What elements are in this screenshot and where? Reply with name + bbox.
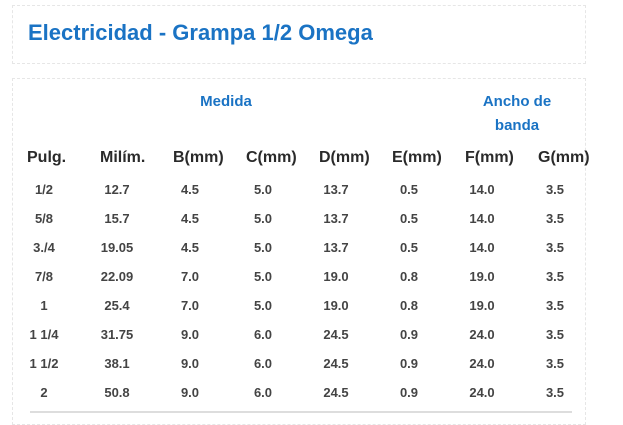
table-cell: 24.0 — [469, 385, 495, 400]
table-cell: 5.0 — [253, 182, 273, 197]
table-cell: 9.0 — [180, 327, 200, 342]
column-header: E(mm) — [392, 149, 442, 166]
table-cell: 9.0 — [180, 385, 200, 400]
table-cell: 19.0 — [323, 298, 349, 313]
table-cell: 0.9 — [399, 356, 419, 371]
table-cell: 1 1/2 — [29, 356, 59, 371]
table-cell: 5.0 — [253, 298, 273, 313]
title-panel: Electricidad - Grampa 1/2 Omega — [12, 5, 586, 64]
table-cell: 0.8 — [399, 298, 419, 313]
table-cell: 6.0 — [253, 385, 273, 400]
table-cell: 12.7 — [104, 182, 130, 197]
group-header-medida: Medida — [200, 93, 252, 110]
table-cell: 4.5 — [180, 240, 200, 255]
table-cell: 7.0 — [180, 269, 200, 284]
column-header: B(mm) — [173, 149, 224, 166]
table-cell: 22.09 — [100, 269, 134, 284]
table-cell: 3.5 — [545, 298, 565, 313]
table-bottom-rule — [30, 411, 572, 413]
table-cell: 3.5 — [545, 211, 565, 226]
table-cell: 24.5 — [323, 356, 349, 371]
table-cell: 24.0 — [469, 356, 495, 371]
table-cell: 13.7 — [323, 182, 349, 197]
table-cell: 5.0 — [253, 211, 273, 226]
table-cell: 3.5 — [545, 269, 565, 284]
column-header: F(mm) — [465, 149, 514, 166]
table-cell: 6.0 — [253, 327, 273, 342]
page-title: Electricidad - Grampa 1/2 Omega — [28, 20, 373, 45]
table-cell: 0.5 — [399, 182, 419, 197]
table-cell: 3.5 — [545, 182, 565, 197]
table-cell: 0.5 — [399, 240, 419, 255]
column-header: G(mm) — [538, 149, 590, 166]
table-cell: 15.7 — [104, 211, 130, 226]
table-cell: 13.7 — [323, 240, 349, 255]
table-cell: 14.0 — [469, 240, 495, 255]
table-cell: 24.5 — [323, 327, 349, 342]
table-cell: 0.9 — [399, 385, 419, 400]
table-cell: 0.8 — [399, 269, 419, 284]
table-cell: 0.5 — [399, 211, 419, 226]
table-cell: 4.5 — [180, 211, 200, 226]
table-cell: 19.0 — [469, 269, 495, 284]
table-cell: 5/8 — [34, 211, 54, 226]
table-cell: 19.0 — [469, 298, 495, 313]
column-header: C(mm) — [246, 149, 297, 166]
table-cell: 3.5 — [545, 240, 565, 255]
table-cell: 1 1/4 — [29, 327, 59, 342]
table-cell: 7.0 — [180, 298, 200, 313]
table-cell: 6.0 — [253, 356, 273, 371]
table-cell: 7/8 — [34, 269, 54, 284]
table-cell: 5.0 — [253, 240, 273, 255]
table-cell: 25.4 — [104, 298, 130, 313]
table-cell: 1/2 — [34, 182, 54, 197]
column-header: D(mm) — [319, 149, 370, 166]
column-header: Pulg. — [27, 149, 67, 166]
table-cell: 24.5 — [323, 385, 349, 400]
table-cell: 19.05 — [100, 240, 134, 255]
table-cell: 14.0 — [469, 211, 495, 226]
table-cell: 2 — [40, 385, 48, 400]
table-cell: 5.0 — [253, 269, 273, 284]
table-cell: 24.0 — [469, 327, 495, 342]
column-header: Milím. — [100, 149, 146, 166]
group-header-ancho-de-banda: Ancho de banda — [482, 93, 552, 134]
table-cell: 3./4 — [33, 240, 55, 255]
table-cell: 13.7 — [323, 211, 349, 226]
table-cell: 3.5 — [545, 327, 565, 342]
table-cell: 0.9 — [399, 327, 419, 342]
table-cell: 3.5 — [545, 356, 565, 371]
table-cell: 14.0 — [469, 182, 495, 197]
table-cell: 19.0 — [323, 269, 349, 284]
table-cell: 1 — [40, 298, 48, 313]
table-cell: 50.8 — [104, 385, 130, 400]
table-cell: 9.0 — [180, 356, 200, 371]
table-cell: 3.5 — [545, 385, 565, 400]
table-cell: 4.5 — [180, 182, 200, 197]
table-cell: 31.75 — [100, 327, 134, 342]
table-cell: 38.1 — [104, 356, 130, 371]
